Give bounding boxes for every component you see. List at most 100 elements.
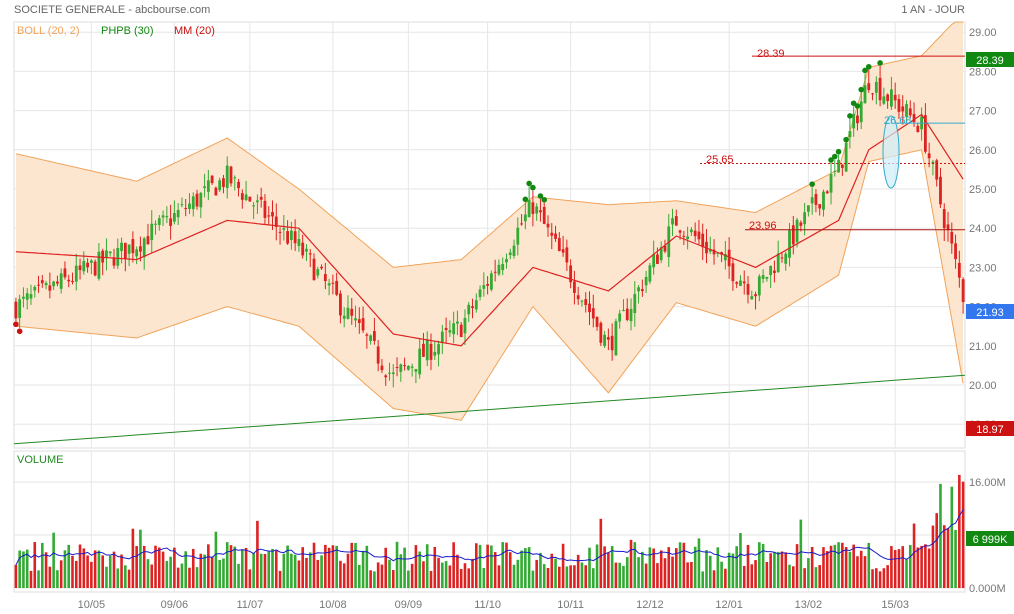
volume-bar — [848, 551, 852, 588]
candle-body — [74, 265, 78, 282]
volume-bar — [131, 528, 135, 588]
candle-body — [573, 281, 576, 293]
volume-bar — [546, 567, 550, 588]
y-tick-label: 27.00 — [969, 106, 997, 118]
candle-body — [776, 253, 780, 273]
candle-body — [474, 300, 478, 310]
volume-bar — [448, 565, 452, 588]
volume-bar — [188, 567, 191, 588]
annotation-resistance: 25.65 — [706, 154, 734, 166]
volume-bar — [199, 553, 203, 588]
candle-body — [150, 223, 154, 240]
candle-body — [467, 304, 471, 315]
candle-body — [252, 205, 256, 207]
volume-bars — [14, 474, 965, 588]
svg-text:21.93: 21.93 — [976, 307, 1004, 319]
volume-bar — [750, 564, 754, 588]
candle-body — [354, 318, 357, 321]
volume-bar — [539, 552, 542, 588]
candle-body — [120, 242, 123, 252]
volume-bar — [769, 553, 772, 588]
candle-body — [637, 287, 640, 292]
volume-bar — [25, 549, 29, 588]
volume-average — [15, 509, 964, 566]
candle-body — [580, 300, 584, 302]
volume-bar — [656, 563, 659, 588]
volume-bar — [135, 546, 138, 588]
volume-bar — [576, 554, 580, 588]
candle-body — [440, 331, 444, 343]
volume-bar — [116, 568, 120, 588]
volume-bar — [93, 550, 97, 588]
volume-bar — [142, 545, 146, 588]
volume-bar — [365, 545, 369, 588]
volume-bar — [912, 523, 916, 588]
candle-body — [727, 249, 731, 267]
volume-bar — [818, 565, 822, 588]
candle-body — [135, 249, 139, 257]
volume-tick-label: 16.00M — [969, 477, 1006, 489]
candle-body — [157, 218, 161, 225]
volume-bar — [610, 545, 614, 588]
candle-body — [342, 315, 346, 319]
volume-bar — [67, 544, 71, 588]
volume-bar — [429, 570, 433, 588]
candle-body — [867, 83, 871, 91]
volume-bar — [920, 545, 923, 588]
volume-bar — [795, 544, 799, 588]
volume-bar — [942, 525, 946, 588]
candle-body — [520, 223, 523, 225]
volume-bar — [441, 562, 444, 588]
candle-body — [663, 245, 667, 252]
volume-bar — [807, 558, 810, 588]
candle-body — [557, 238, 561, 252]
volume-bar — [459, 568, 463, 588]
volume-bar — [403, 547, 406, 588]
volume-bar — [101, 555, 104, 588]
volume-bar — [105, 566, 108, 588]
volume-bar — [271, 548, 274, 588]
volume-bar — [108, 555, 112, 588]
candle-body — [486, 283, 490, 286]
volume-bar — [444, 561, 448, 588]
volume-bar — [391, 570, 395, 588]
candle-body — [716, 252, 720, 254]
candle-body — [633, 293, 637, 314]
volume-bar — [671, 556, 674, 588]
candle-body — [739, 280, 742, 286]
volume-bar — [584, 565, 588, 588]
candle-body — [478, 289, 482, 298]
volume-bar — [882, 568, 886, 588]
candle-body — [52, 281, 56, 287]
candle-body — [599, 322, 603, 343]
candle-body — [316, 269, 320, 276]
candle-body — [172, 212, 176, 222]
candle-body — [154, 223, 157, 225]
volume-bar — [878, 571, 882, 588]
candle-body — [331, 282, 335, 284]
volume-bar — [380, 564, 384, 588]
volume-bar — [693, 546, 697, 588]
candle-body — [822, 191, 825, 210]
phpb-high-marker — [877, 60, 883, 66]
volume-bar — [746, 544, 750, 588]
volume-bar — [82, 548, 86, 588]
y-tick-label: 25.00 — [969, 184, 997, 196]
volume-bar — [154, 545, 157, 588]
candle-body — [527, 200, 531, 218]
candle-body — [731, 263, 735, 282]
volume-bar — [354, 543, 357, 588]
candle-body — [414, 368, 418, 372]
volume-bar — [890, 546, 893, 588]
trend-line — [13, 374, 966, 445]
candle-body — [856, 115, 859, 124]
candle-body — [463, 317, 467, 334]
legend-phpb: PHPB (30) — [101, 25, 154, 37]
candle-body — [139, 246, 142, 252]
candle-body — [161, 215, 165, 218]
volume-bar — [663, 558, 667, 588]
candle-body — [897, 99, 901, 112]
candle-body — [225, 165, 229, 188]
volume-bar — [950, 486, 954, 588]
volume-bar — [14, 564, 18, 588]
